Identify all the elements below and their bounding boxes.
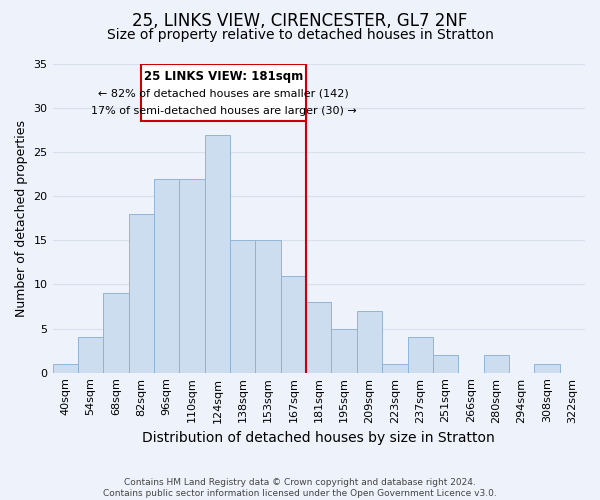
Bar <box>230 240 256 372</box>
Bar <box>154 178 179 372</box>
Bar <box>103 294 128 372</box>
Bar <box>256 240 281 372</box>
Bar <box>53 364 78 372</box>
Text: Contains HM Land Registry data © Crown copyright and database right 2024.
Contai: Contains HM Land Registry data © Crown c… <box>103 478 497 498</box>
Text: Size of property relative to detached houses in Stratton: Size of property relative to detached ho… <box>107 28 493 42</box>
Bar <box>433 355 458 372</box>
Bar <box>128 214 154 372</box>
Bar <box>281 276 306 372</box>
Bar <box>357 311 382 372</box>
Text: 17% of semi-detached houses are larger (30) →: 17% of semi-detached houses are larger (… <box>91 106 356 116</box>
Text: ← 82% of detached houses are smaller (142): ← 82% of detached houses are smaller (14… <box>98 89 349 99</box>
Text: 25 LINKS VIEW: 181sqm: 25 LINKS VIEW: 181sqm <box>144 70 304 83</box>
Text: 25, LINKS VIEW, CIRENCESTER, GL7 2NF: 25, LINKS VIEW, CIRENCESTER, GL7 2NF <box>133 12 467 30</box>
Bar <box>179 178 205 372</box>
Bar <box>407 338 433 372</box>
Bar <box>382 364 407 372</box>
Bar <box>331 328 357 372</box>
X-axis label: Distribution of detached houses by size in Stratton: Distribution of detached houses by size … <box>142 431 495 445</box>
FancyBboxPatch shape <box>141 64 306 122</box>
Bar <box>306 302 331 372</box>
Bar <box>205 134 230 372</box>
Y-axis label: Number of detached properties: Number of detached properties <box>15 120 28 317</box>
Bar <box>78 338 103 372</box>
Bar <box>534 364 560 372</box>
Bar <box>484 355 509 372</box>
